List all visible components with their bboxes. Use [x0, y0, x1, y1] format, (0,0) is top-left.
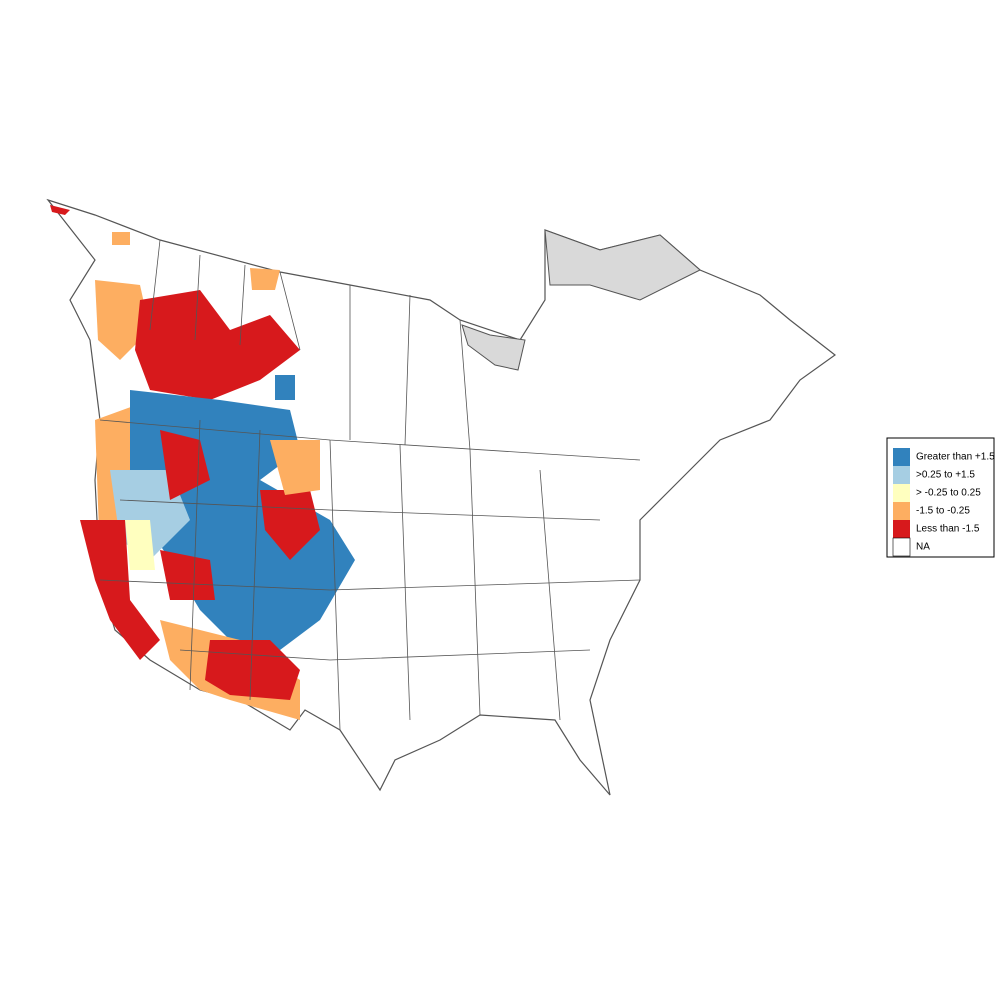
region: [160, 550, 215, 600]
region: [135, 290, 300, 400]
na-region: [544, 229, 701, 301]
border: [189, 419, 561, 731]
border: [349, 285, 471, 451]
region: [80, 520, 160, 660]
borders: [99, 239, 641, 731]
legend-label: NA: [916, 542, 930, 553]
legend-swatch: [893, 502, 910, 520]
legend-label: > -0.25 to 0.25: [916, 488, 981, 499]
border: [149, 239, 301, 351]
legend-swatch: [893, 466, 910, 484]
legend-swatch: [893, 484, 910, 502]
data-regions: [50, 205, 355, 720]
region: [125, 520, 155, 570]
border: [99, 499, 641, 661]
na-region: [461, 324, 526, 371]
legend-label: Less than -1.5: [916, 524, 980, 535]
legend-swatch: [892, 537, 911, 557]
legend-label: >0.25 to +1.5: [916, 470, 975, 481]
legend-swatch: [893, 448, 910, 466]
region: [250, 268, 280, 290]
region: [112, 232, 130, 245]
legend-label: -1.5 to -0.25: [916, 506, 970, 517]
region: [50, 205, 70, 215]
region: [270, 440, 320, 495]
legend-label: Greater than +1.5: [916, 452, 995, 463]
region: [275, 375, 295, 400]
legend-swatch: [893, 520, 910, 538]
legend: Greater than +1.5 >0.25 to +1.5 > -0.25 to…: [886, 437, 995, 558]
region: [205, 640, 300, 700]
